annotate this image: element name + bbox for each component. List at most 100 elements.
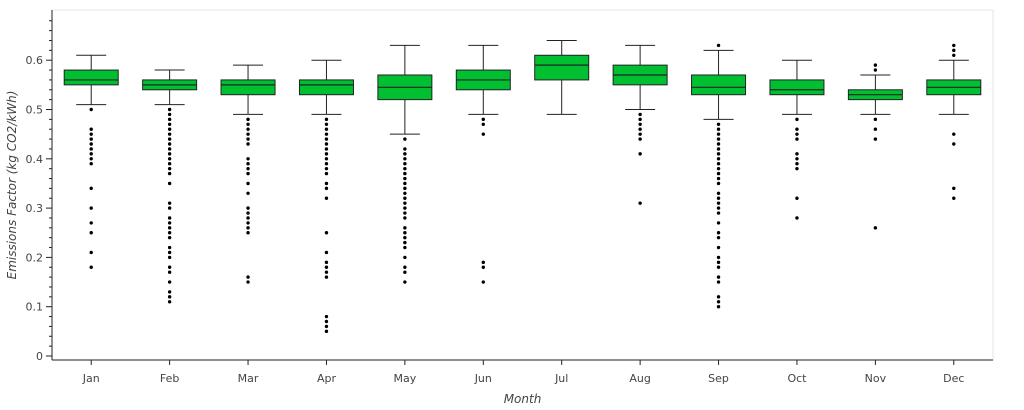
box-group-jul xyxy=(534,39,590,115)
outlier-point xyxy=(324,162,329,166)
x-tick-label: Oct xyxy=(787,372,807,385)
outlier-point xyxy=(89,186,93,191)
outlier-point xyxy=(716,300,721,304)
outlier-point xyxy=(324,137,329,141)
outlier-point xyxy=(324,171,329,176)
outlier-point xyxy=(795,157,799,161)
outlier-point xyxy=(952,53,956,57)
outlier-point xyxy=(716,295,721,299)
outlier-point xyxy=(167,206,172,210)
outlier-point xyxy=(716,280,721,284)
outlier-point xyxy=(716,142,721,146)
outlier-point xyxy=(403,137,407,141)
outlier-point xyxy=(403,245,407,250)
x-tick-label: May xyxy=(394,372,417,385)
outlier-point xyxy=(716,305,721,309)
box-group-aug xyxy=(612,44,668,205)
outlier-point xyxy=(89,147,93,151)
outlier-point xyxy=(716,152,721,156)
outlier-point xyxy=(716,201,721,205)
x-axis-title: Month xyxy=(504,392,542,406)
outlier-point xyxy=(952,132,956,136)
outlier-point xyxy=(167,107,172,112)
x-tick-label: Mar xyxy=(238,372,259,385)
outlier-point xyxy=(167,226,172,230)
outlier-point xyxy=(403,211,407,215)
outlier-point xyxy=(167,265,172,269)
outlier-point xyxy=(873,68,878,72)
outlier-point xyxy=(167,127,172,131)
outlier-point xyxy=(716,245,721,250)
outlier-point xyxy=(403,162,407,166)
outlier-point xyxy=(403,255,407,260)
outlier-point xyxy=(481,260,485,265)
outlier-point xyxy=(403,216,407,220)
y-tick-label: 0.4 xyxy=(26,153,44,166)
outlier-point xyxy=(167,147,172,151)
outlier-point xyxy=(246,166,250,171)
outlier-point xyxy=(638,201,642,205)
outlier-point xyxy=(167,250,172,255)
outlier-point xyxy=(324,147,329,151)
outlier-point xyxy=(952,186,956,191)
outlier-point xyxy=(716,157,721,161)
outlier-point xyxy=(167,290,172,294)
outlier-point xyxy=(246,162,250,166)
outlier-point xyxy=(403,196,407,200)
outlier-point xyxy=(324,142,329,146)
outlier-point xyxy=(873,63,878,67)
x-tick-label: Apr xyxy=(317,372,337,385)
outlier-point xyxy=(638,127,642,131)
outlier-point xyxy=(89,250,93,255)
outlier-point xyxy=(167,162,172,166)
outlier-point xyxy=(324,250,329,255)
x-tick-label: Dec xyxy=(943,372,964,385)
outlier-point xyxy=(716,166,721,171)
outlier-point xyxy=(638,132,642,136)
outlier-point xyxy=(638,152,642,156)
outlier-point xyxy=(324,265,329,269)
outlier-point xyxy=(89,127,93,131)
outlier-point xyxy=(167,280,172,284)
outlier-point xyxy=(716,235,721,240)
outlier-point xyxy=(89,152,93,156)
outlier-point xyxy=(716,181,721,186)
outlier-point xyxy=(167,201,172,205)
outlier-point xyxy=(795,196,799,200)
outlier-point xyxy=(716,191,721,196)
outlier-point xyxy=(167,235,172,240)
iqr-box xyxy=(769,79,825,96)
y-tick-label: 0.2 xyxy=(26,251,44,264)
outlier-point xyxy=(324,181,329,186)
outlier-point xyxy=(89,142,93,146)
outlier-point xyxy=(481,132,485,136)
outlier-point xyxy=(638,122,642,126)
outlier-point xyxy=(403,280,407,284)
outlier-point xyxy=(873,117,878,122)
outlier-point xyxy=(246,231,250,235)
outlier-point xyxy=(638,112,642,117)
outlier-point xyxy=(403,171,407,176)
outlier-point xyxy=(716,122,721,126)
outlier-point xyxy=(324,270,329,274)
iqr-box xyxy=(534,54,590,81)
outlier-point xyxy=(638,137,642,141)
outlier-point xyxy=(795,117,799,122)
outlier-point xyxy=(167,142,172,146)
outlier-point xyxy=(324,186,329,191)
outlier-point xyxy=(324,324,329,329)
outlier-point xyxy=(795,132,799,136)
outlier-point xyxy=(873,127,878,131)
outlier-point xyxy=(403,235,407,240)
outlier-point xyxy=(403,181,407,186)
iqr-box xyxy=(298,79,354,96)
outlier-point xyxy=(324,132,329,136)
x-tick-label: Sep xyxy=(708,372,729,385)
outlier-point xyxy=(89,107,93,112)
y-tick-label: 0 xyxy=(36,350,43,363)
outlier-point xyxy=(716,206,721,210)
outlier-point xyxy=(716,196,721,200)
y-axis-title: Emissions Factor (kg CO2/kWh) xyxy=(5,91,19,280)
outlier-point xyxy=(716,221,721,225)
